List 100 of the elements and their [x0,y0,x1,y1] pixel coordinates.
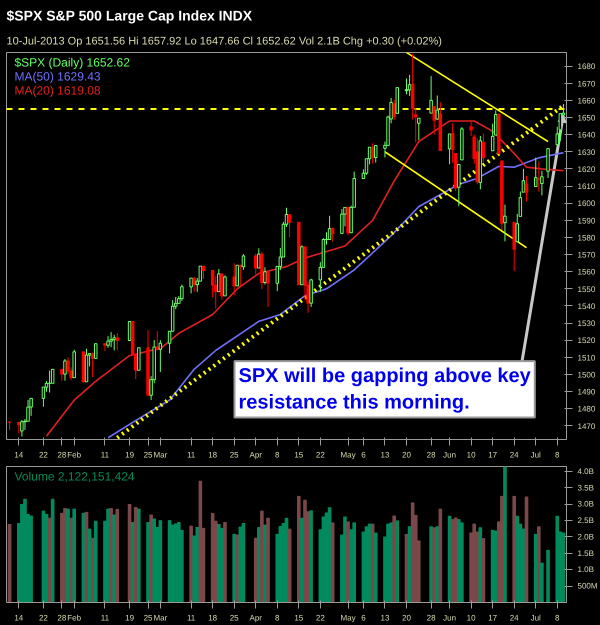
x-tick-label: 28 [426,450,436,460]
y-tick-label: 1510 [578,353,596,362]
x-tick-label: Apr [250,450,262,460]
y-tick-label: 1630 [578,148,596,157]
bar [540,562,544,602]
bar [284,518,288,602]
candlestick [370,142,374,164]
candlestick [404,78,408,95]
y-tick-label: 1570 [578,250,596,260]
candlestick [116,332,119,351]
candlestick [374,144,378,164]
y-tick-label: 3.0B [578,500,594,509]
x-tick-label: Mar [153,614,168,622]
bar [137,508,141,602]
y-tick-label: 4.0B [578,466,594,476]
y-tick-label: 2.0B [578,532,594,542]
x-tick-label: 28 [426,614,436,622]
bar [482,538,486,602]
annotation: SPX will be gapping above key resistance this morning. [238,365,532,414]
y-tick-label: 1500 [578,370,596,380]
x-tick-label: Feb [67,614,82,622]
bar [460,522,464,602]
x-tick-label: 22 [38,614,48,622]
x-tick-label: 17 [488,614,498,622]
x-tick-label: 11 [186,614,196,622]
candlestick [328,215,332,240]
x-tick-label: 28 [57,450,67,460]
y-tick-label: 1610 [578,182,596,192]
candlestick [309,278,313,308]
candlestick [482,132,486,163]
bar [266,518,270,602]
candlestick [392,99,396,120]
bar [106,508,110,602]
candlestick [128,320,132,342]
x-tick-label: 6 [361,450,366,460]
candlestick [90,352,94,378]
candlestick [546,148,550,178]
bar [158,520,162,602]
candlestick [457,164,461,207]
candlestick [263,266,267,285]
x-tick-label: 18 [208,450,218,460]
y-tick-label: 1.5B [578,548,594,558]
y-tick-label: 1640 [578,130,596,140]
candlestick [436,94,439,120]
y-tick-label: 1.0B [578,565,594,574]
y-tick-label: 1480 [578,404,596,414]
candlestick [158,340,162,372]
candlestick [192,276,196,292]
candlestick [156,330,159,350]
x-tick-label: Jun [443,614,456,622]
candlestick [94,342,98,359]
candlestick [63,358,67,382]
y-tick-label: 1660 [578,96,596,106]
candlestick [429,76,433,114]
bar [223,522,227,602]
bar [29,515,33,602]
y-tick-label: 1540 [578,302,596,311]
bar [503,466,507,602]
x-tick-label: 20 [402,450,412,460]
x-tick-label: Mar [153,450,168,460]
candlestick [242,254,246,270]
x-tick-label: 8 [275,614,280,622]
x-tick-label: 22 [38,450,48,460]
bar [438,508,442,602]
x-tick-label: 13 [380,450,390,460]
x-tick-label: 25 [144,450,154,460]
candlestick [340,208,344,234]
x-tick-label: 8 [555,614,560,622]
bar [395,520,400,602]
x-tick-label: 11 [100,614,110,622]
candlestick [534,157,538,187]
y-tick-label: 1680 [578,62,596,72]
x-tick-label: 20 [402,614,412,622]
x-tick-label: 11 [186,450,196,460]
x-tick-label: 10 [466,450,476,460]
candlestick [180,284,184,302]
x-tick-label: Feb [67,450,82,460]
y-tick-label: 1580 [578,233,596,242]
bar [346,521,350,602]
candlestick [106,336,110,348]
y-tick-label: 2.5B [578,516,594,526]
bar [146,522,150,602]
x-tick-label: 22 [316,450,326,460]
candlestick [432,106,436,136]
bar [352,522,356,602]
candlestick [266,271,270,308]
candlestick [236,264,239,286]
bar [404,534,408,602]
line-series [46,120,564,437]
x-tick-label: 24 [510,614,520,622]
bar [288,528,292,602]
candlestick [223,275,227,296]
x-tick-label: 15 [294,450,304,460]
bar [84,512,88,602]
bar [115,508,120,602]
x-tick-label: 19 [125,450,135,460]
y-tick-label: 1590 [578,216,596,226]
x-tick-label: 8 [555,450,560,460]
y-tick-label: 3.5B [578,483,594,492]
candlestick [469,119,473,136]
